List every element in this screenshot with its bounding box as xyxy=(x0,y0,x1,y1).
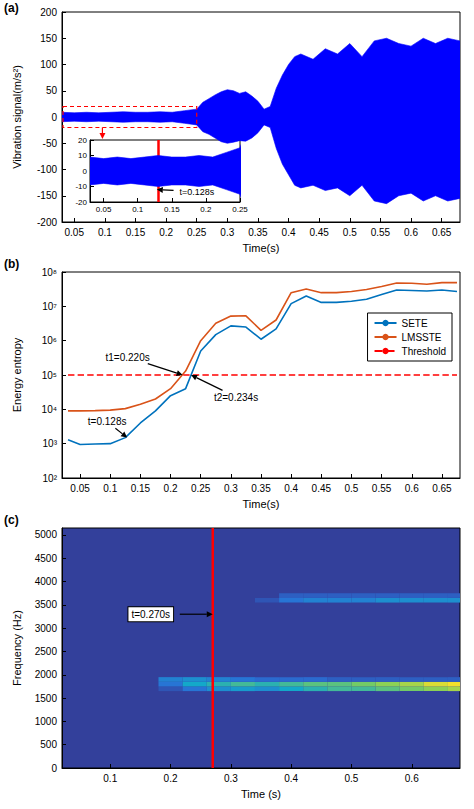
svg-text:10⁴: 10⁴ xyxy=(42,404,57,415)
svg-text:100: 100 xyxy=(40,59,57,70)
svg-text:0.6: 0.6 xyxy=(405,773,419,784)
svg-text:1000: 1000 xyxy=(35,716,58,727)
svg-text:0.15: 0.15 xyxy=(126,227,146,238)
svg-text:0.05: 0.05 xyxy=(70,483,90,494)
svg-text:0.65: 0.65 xyxy=(432,227,452,238)
svg-text:2500: 2500 xyxy=(35,646,58,657)
svg-text:4000: 4000 xyxy=(35,576,58,587)
svg-text:0.1: 0.1 xyxy=(103,483,117,494)
svg-text:0.45: 0.45 xyxy=(309,227,329,238)
svg-text:10²: 10² xyxy=(43,473,58,484)
svg-text:2000: 2000 xyxy=(35,669,58,680)
svg-text:LMSSTE: LMSSTE xyxy=(402,332,442,343)
svg-text:Time(s): Time(s) xyxy=(243,242,280,254)
svg-text:0.4: 0.4 xyxy=(284,773,298,784)
svg-text:0.2: 0.2 xyxy=(200,205,212,214)
svg-text:0.55: 0.55 xyxy=(371,227,391,238)
svg-text:0.55: 0.55 xyxy=(372,483,392,494)
svg-text:t2=0.234s: t2=0.234s xyxy=(214,392,258,403)
svg-text:Frequency (Hz): Frequency (Hz) xyxy=(11,610,23,686)
svg-text:0.1: 0.1 xyxy=(103,773,117,784)
svg-text:0.4: 0.4 xyxy=(284,483,298,494)
svg-text:50: 50 xyxy=(46,85,58,96)
svg-text:0.5: 0.5 xyxy=(345,773,359,784)
svg-text:0.6: 0.6 xyxy=(405,483,419,494)
svg-text:3000: 3000 xyxy=(35,623,58,634)
svg-text:10⁶: 10⁶ xyxy=(42,335,57,346)
svg-text:3500: 3500 xyxy=(35,599,58,610)
svg-text:0: 0 xyxy=(51,112,57,123)
svg-text:0.3: 0.3 xyxy=(220,227,234,238)
svg-text:-150: -150 xyxy=(37,190,57,201)
svg-text:(a): (a) xyxy=(4,1,19,15)
svg-text:0.6: 0.6 xyxy=(404,227,418,238)
svg-text:0.1: 0.1 xyxy=(132,205,144,214)
svg-text:0.35: 0.35 xyxy=(251,483,271,494)
svg-text:0.25: 0.25 xyxy=(232,205,248,214)
svg-text:4500: 4500 xyxy=(35,553,58,564)
svg-text:0.35: 0.35 xyxy=(248,227,268,238)
svg-text:20: 20 xyxy=(78,136,87,145)
svg-text:t=0.270s: t=0.270s xyxy=(131,609,170,620)
svg-text:-100: -100 xyxy=(37,164,57,175)
svg-text:0.2: 0.2 xyxy=(159,227,173,238)
svg-text:0.45: 0.45 xyxy=(312,483,332,494)
svg-text:10⁸: 10⁸ xyxy=(42,267,57,278)
svg-text:10: 10 xyxy=(78,151,87,160)
svg-text:0.65: 0.65 xyxy=(432,483,452,494)
svg-text:5000: 5000 xyxy=(35,529,58,540)
svg-text:10⁵: 10⁵ xyxy=(42,370,57,381)
svg-text:500: 500 xyxy=(40,739,57,750)
svg-text:Vibration signal(m/s²): Vibration signal(m/s²) xyxy=(11,65,23,169)
svg-text:0.25: 0.25 xyxy=(187,227,207,238)
svg-text:-20: -20 xyxy=(75,198,87,207)
svg-text:0.3: 0.3 xyxy=(224,773,238,784)
svg-text:Energy entropy: Energy entropy xyxy=(11,337,23,412)
svg-text:10⁷: 10⁷ xyxy=(42,301,57,312)
svg-text:200: 200 xyxy=(40,7,57,18)
svg-text:-10: -10 xyxy=(75,182,87,191)
svg-text:0.05: 0.05 xyxy=(96,205,112,214)
svg-text:Time(s): Time(s) xyxy=(243,498,280,510)
svg-text:0.15: 0.15 xyxy=(131,483,151,494)
svg-text:(c): (c) xyxy=(4,513,19,527)
svg-text:0.4: 0.4 xyxy=(282,227,296,238)
svg-text:Time (s): Time (s) xyxy=(241,788,281,800)
svg-text:10³: 10³ xyxy=(43,438,58,449)
svg-text:t=0.128s: t=0.128s xyxy=(88,416,127,427)
svg-text:t=0.128s: t=0.128s xyxy=(179,187,214,197)
svg-text:0.1: 0.1 xyxy=(98,227,112,238)
svg-text:0.5: 0.5 xyxy=(345,483,359,494)
svg-text:-200: -200 xyxy=(37,217,57,228)
svg-text:0.3: 0.3 xyxy=(224,483,238,494)
svg-text:0: 0 xyxy=(83,167,88,176)
svg-text:150: 150 xyxy=(40,33,57,44)
svg-text:(b): (b) xyxy=(4,257,19,271)
svg-text:0.05: 0.05 xyxy=(65,227,85,238)
svg-text:0.2: 0.2 xyxy=(164,483,178,494)
svg-text:0: 0 xyxy=(51,763,57,774)
svg-text:0.2: 0.2 xyxy=(164,773,178,784)
svg-text:-50: -50 xyxy=(43,138,58,149)
svg-text:0.5: 0.5 xyxy=(343,227,357,238)
svg-text:0.25: 0.25 xyxy=(191,483,211,494)
svg-text:SETE: SETE xyxy=(402,318,428,329)
svg-text:1500: 1500 xyxy=(35,693,58,704)
svg-text:Threshold: Threshold xyxy=(402,346,446,357)
svg-text:0.15: 0.15 xyxy=(164,205,180,214)
svg-text:t1=0.220s: t1=0.220s xyxy=(105,352,149,363)
